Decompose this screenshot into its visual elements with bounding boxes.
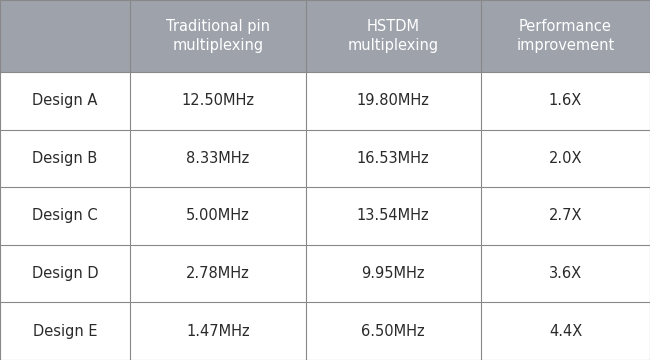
Text: Traditional pin
multiplexing: Traditional pin multiplexing	[166, 19, 270, 53]
Bar	[0, 245, 130, 302]
Text: Design E: Design E	[32, 324, 98, 339]
Text: 4.4X: 4.4X	[549, 324, 582, 339]
Bar	[0, 187, 130, 245]
Text: 1.6X: 1.6X	[549, 93, 582, 108]
Text: 6.50MHz: 6.50MHz	[361, 324, 425, 339]
Text: Design C: Design C	[32, 208, 98, 224]
Text: 12.50MHz: 12.50MHz	[181, 93, 254, 108]
Bar	[481, 245, 650, 302]
Bar	[0, 302, 130, 360]
Bar	[130, 72, 306, 130]
Bar	[481, 72, 650, 130]
Bar	[306, 187, 481, 245]
Text: Design D: Design D	[32, 266, 98, 281]
Bar	[306, 72, 481, 130]
Bar	[0, 130, 130, 187]
Bar	[306, 130, 481, 187]
Text: 2.7X: 2.7X	[549, 208, 582, 224]
Bar	[306, 245, 481, 302]
Text: 2.78MHz: 2.78MHz	[186, 266, 250, 281]
Bar	[130, 302, 306, 360]
Bar	[130, 245, 306, 302]
Text: Design A: Design A	[32, 93, 98, 108]
Text: 9.95MHz: 9.95MHz	[361, 266, 425, 281]
Text: 16.53MHz: 16.53MHz	[357, 151, 430, 166]
Bar	[481, 0, 650, 72]
Bar	[130, 130, 306, 187]
Bar	[130, 0, 306, 72]
Text: HSTDM
multiplexing: HSTDM multiplexing	[348, 19, 439, 53]
Bar	[306, 302, 481, 360]
Text: 8.33MHz: 8.33MHz	[186, 151, 250, 166]
Bar	[481, 302, 650, 360]
Bar	[306, 0, 481, 72]
Text: Performance
improvement: Performance improvement	[516, 19, 615, 53]
Text: 19.80MHz: 19.80MHz	[357, 93, 430, 108]
Bar	[481, 130, 650, 187]
Bar	[0, 0, 130, 72]
Bar	[0, 72, 130, 130]
Text: Design B: Design B	[32, 151, 98, 166]
Text: 13.54MHz: 13.54MHz	[357, 208, 430, 224]
Bar	[481, 187, 650, 245]
Text: 5.00MHz: 5.00MHz	[186, 208, 250, 224]
Text: 2.0X: 2.0X	[549, 151, 582, 166]
Bar	[130, 187, 306, 245]
Text: 1.47MHz: 1.47MHz	[186, 324, 250, 339]
Text: 3.6X: 3.6X	[549, 266, 582, 281]
